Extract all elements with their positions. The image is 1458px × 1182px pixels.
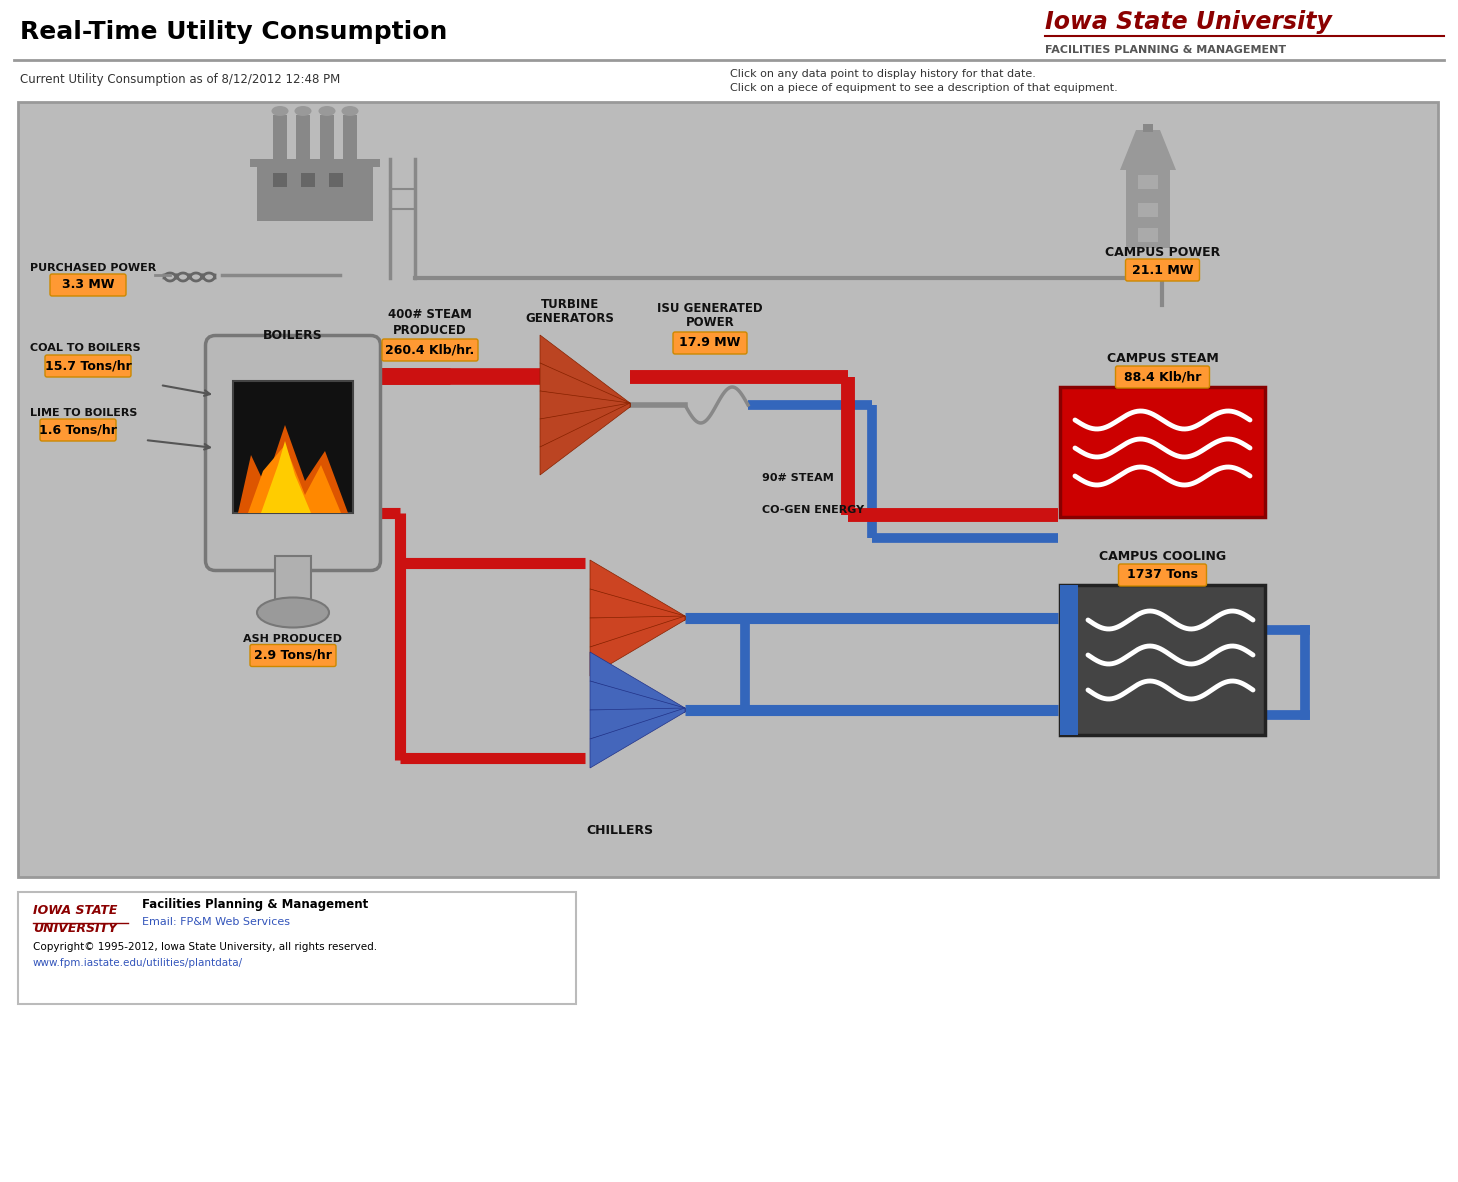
Text: 17.9 MW: 17.9 MW xyxy=(679,337,741,350)
Text: 3.3 MW: 3.3 MW xyxy=(61,279,114,292)
Text: 1737 Tons: 1737 Tons xyxy=(1127,569,1198,582)
Ellipse shape xyxy=(295,106,312,116)
Text: 21.1 MW: 21.1 MW xyxy=(1131,264,1193,277)
Text: ISU GENERATED: ISU GENERATED xyxy=(658,301,763,314)
Text: 90# STEAM: 90# STEAM xyxy=(763,473,834,483)
Bar xyxy=(276,556,311,608)
Bar xyxy=(257,163,373,221)
Polygon shape xyxy=(261,441,311,513)
FancyBboxPatch shape xyxy=(1115,366,1210,388)
Text: CAMPUS POWER: CAMPUS POWER xyxy=(1105,246,1220,259)
Text: 1.6 Tons/hr: 1.6 Tons/hr xyxy=(39,423,117,436)
Bar xyxy=(249,160,381,167)
Bar xyxy=(343,115,357,163)
Text: 400# STEAM: 400# STEAM xyxy=(388,309,472,322)
Text: CAMPUS COOLING: CAMPUS COOLING xyxy=(1099,551,1226,564)
Text: COAL TO BOILERS: COAL TO BOILERS xyxy=(31,343,140,353)
Text: CHILLERS: CHILLERS xyxy=(586,824,653,837)
Ellipse shape xyxy=(271,106,289,116)
Text: Current Utility Consumption as of 8/12/2012 12:48 PM: Current Utility Consumption as of 8/12/2… xyxy=(20,73,340,86)
Text: 15.7 Tons/hr: 15.7 Tons/hr xyxy=(45,359,131,372)
Bar xyxy=(319,115,334,163)
Text: www.fpm.iastate.edu/utilities/plantdata/: www.fpm.iastate.edu/utilities/plantdata/ xyxy=(34,957,243,968)
FancyBboxPatch shape xyxy=(50,274,125,296)
Text: 88.4 Klb/hr: 88.4 Klb/hr xyxy=(1124,370,1201,383)
Bar xyxy=(1139,175,1158,189)
Bar xyxy=(1139,228,1158,242)
FancyBboxPatch shape xyxy=(249,644,335,667)
Polygon shape xyxy=(1120,130,1177,170)
Bar xyxy=(1126,170,1169,248)
Polygon shape xyxy=(590,589,685,621)
FancyBboxPatch shape xyxy=(39,418,117,441)
Bar xyxy=(1060,585,1077,735)
Text: Copyright© 1995-2012, Iowa State University, all rights reserved.: Copyright© 1995-2012, Iowa State Univers… xyxy=(34,942,378,952)
Polygon shape xyxy=(590,616,685,647)
Ellipse shape xyxy=(341,106,359,116)
Text: Facilities Planning & Management: Facilities Planning & Management xyxy=(141,898,369,911)
Text: BOILERS: BOILERS xyxy=(262,329,322,342)
Polygon shape xyxy=(590,616,685,676)
Polygon shape xyxy=(539,363,630,407)
Bar xyxy=(233,381,353,513)
Text: ASH PRODUCED: ASH PRODUCED xyxy=(243,634,343,643)
Bar xyxy=(17,102,1438,877)
Text: 260.4 Klb/hr.: 260.4 Klb/hr. xyxy=(385,344,475,357)
Bar xyxy=(273,173,287,187)
Polygon shape xyxy=(590,708,685,768)
Text: Email: FP&M Web Services: Email: FP&M Web Services xyxy=(141,917,290,927)
FancyBboxPatch shape xyxy=(1126,259,1200,281)
Text: PRODUCED: PRODUCED xyxy=(394,324,467,337)
Text: UNIVERSITY: UNIVERSITY xyxy=(34,922,117,935)
Text: TURBINE: TURBINE xyxy=(541,299,599,312)
Polygon shape xyxy=(539,391,630,418)
Polygon shape xyxy=(539,403,630,447)
Text: CO-GEN ENERGY: CO-GEN ENERGY xyxy=(763,505,865,515)
Bar xyxy=(17,892,576,1004)
Ellipse shape xyxy=(318,106,335,116)
Text: 2.9 Tons/hr: 2.9 Tons/hr xyxy=(254,649,332,662)
Text: GENERATORS: GENERATORS xyxy=(525,312,614,325)
Bar xyxy=(273,115,287,163)
Text: PURCHASED POWER: PURCHASED POWER xyxy=(31,264,156,273)
FancyBboxPatch shape xyxy=(1118,564,1207,586)
Bar xyxy=(330,173,343,187)
Text: FACILITIES PLANNING & MANAGEMENT: FACILITIES PLANNING & MANAGEMENT xyxy=(1045,45,1286,56)
Text: CAMPUS STEAM: CAMPUS STEAM xyxy=(1107,352,1219,365)
Polygon shape xyxy=(248,444,341,513)
Ellipse shape xyxy=(257,597,330,628)
FancyBboxPatch shape xyxy=(382,339,478,361)
Text: Click on any data point to display history for that date.: Click on any data point to display histo… xyxy=(730,69,1035,79)
Bar xyxy=(296,115,311,163)
Bar xyxy=(1060,585,1266,735)
Text: POWER: POWER xyxy=(685,316,735,329)
Polygon shape xyxy=(590,681,685,712)
Text: Click on a piece of equipment to see a description of that equipment.: Click on a piece of equipment to see a d… xyxy=(730,83,1118,93)
Text: Real-Time Utility Consumption: Real-Time Utility Consumption xyxy=(20,20,448,44)
Polygon shape xyxy=(238,426,348,513)
Bar xyxy=(1143,124,1153,132)
Polygon shape xyxy=(590,708,685,739)
FancyBboxPatch shape xyxy=(206,336,381,571)
Polygon shape xyxy=(539,335,630,407)
Text: LIME TO BOILERS: LIME TO BOILERS xyxy=(31,408,137,418)
Bar xyxy=(300,173,315,187)
Polygon shape xyxy=(590,652,685,712)
Bar xyxy=(1060,387,1266,517)
Polygon shape xyxy=(590,560,685,621)
FancyBboxPatch shape xyxy=(45,355,131,377)
FancyBboxPatch shape xyxy=(674,332,746,353)
Polygon shape xyxy=(539,403,630,475)
Text: Iowa State University: Iowa State University xyxy=(1045,9,1331,34)
Bar xyxy=(1139,203,1158,217)
Text: IOWA STATE: IOWA STATE xyxy=(34,904,118,917)
